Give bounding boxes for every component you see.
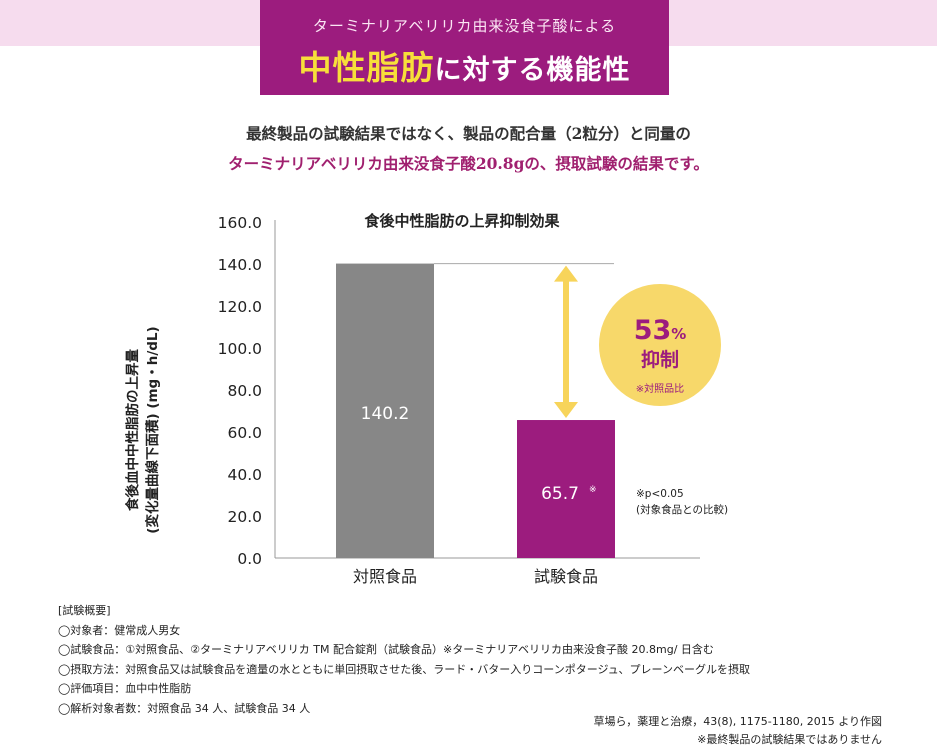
- y-tick-label: 60.0: [227, 424, 262, 442]
- reduction-label: 抑制: [641, 348, 679, 371]
- chart-title: 食後中性脂肪の上昇抑制効果: [364, 212, 560, 230]
- y-tick-label: 140.0: [218, 256, 262, 274]
- bar: [517, 420, 615, 558]
- x-tick-label: 試験食品: [534, 567, 598, 586]
- y-tick-label: 80.0: [227, 382, 262, 400]
- title-subtitle: ターミナリアベリリカ由来没食子酸による: [312, 17, 617, 35]
- significance-mark: ※: [589, 485, 597, 495]
- y-tick-label: 160.0: [218, 214, 262, 232]
- notes-line: ◯対象者：健常成人男女: [58, 623, 181, 637]
- pvalue-note: (対象食品との比較): [636, 503, 728, 516]
- pvalue-note: ※p<0.05: [636, 488, 684, 500]
- y-axis-label: 食後血中中性脂肪の上昇量 (変化量曲線下面積) (mg・h/dL): [123, 300, 167, 560]
- notes-line: ◯評価項目：血中中性脂肪: [58, 682, 192, 695]
- notes-line: ◯摂取方法：対照食品又は試験食品を適量の水とともに単回摂取させた後、ラード・バタ…: [58, 662, 750, 676]
- citation-disclaimer: ※最終製品の試験結果ではありません: [697, 733, 882, 746]
- citation-source: 草場ら，薬理と治療，43(8), 1175-1180, 2015 より作図: [593, 715, 882, 728]
- reduction-percent: 53%: [634, 315, 687, 346]
- y-tick-label: 120.0: [218, 298, 262, 316]
- reduction-percent-unit: %: [671, 325, 686, 343]
- y-tick-label: 40.0: [227, 466, 262, 484]
- y-tick-label: 20.0: [227, 508, 262, 526]
- notes-heading: [試験概要]: [58, 604, 111, 617]
- reduction-percent-value: 53: [634, 315, 672, 346]
- y-tick-label: 0.0: [237, 550, 262, 568]
- title-rest: に対する機能性: [434, 55, 631, 86]
- page-title: 中性脂肪に対する機能性: [260, 41, 669, 89]
- title-banner: ターミナリアベリリカ由来没食子酸による 中性脂肪に対する機能性: [260, 0, 669, 95]
- reduction-badge: [599, 284, 721, 406]
- intro-line-2: ターミナリアベリリカ由来没食子酸20.8gの、摂取試験の結果です。: [228, 154, 709, 173]
- y-axis-label-line-1: 食後血中中性脂肪の上昇量: [125, 349, 141, 511]
- arrow-up-icon: [554, 265, 578, 282]
- arrow-down-icon: [554, 402, 578, 419]
- notes-line: ◯試験食品：①対照食品、②ターミナリアベリリカ TM 配合錠剤（試験食品）※ター…: [58, 643, 714, 656]
- notes-line: ◯解析対象者数：対照食品 34 人、試験食品 34 人: [58, 701, 311, 715]
- data-label: 65.7: [541, 484, 579, 504]
- intro-line-1: 最終製品の試験結果ではなく、製品の配合量（2粒分）と同量の: [246, 124, 691, 143]
- study-notes: [試験概要] ◯対象者：健常成人男女 ◯試験食品：①対照食品、②ターミナリアベリ…: [58, 601, 750, 718]
- citation: 草場ら，薬理と治療，43(8), 1175-1180, 2015 より作図 ※最…: [594, 713, 882, 749]
- data-label: 140.2: [361, 404, 410, 424]
- y-tick-label: 100.0: [218, 340, 262, 358]
- reduction-note: ※対照品比: [636, 382, 684, 395]
- title-accent: 中性脂肪: [298, 48, 435, 87]
- bar: [336, 263, 434, 558]
- x-tick-label: 対照食品: [353, 567, 417, 586]
- y-axis-label-line-2: (変化量曲線下面積) (mg・h/dL): [145, 326, 161, 534]
- bar-chart: 食後中性脂肪の上昇抑制効果 0.0 20.0 40.0 60.0 80.0 100.0 120…: [218, 212, 728, 586]
